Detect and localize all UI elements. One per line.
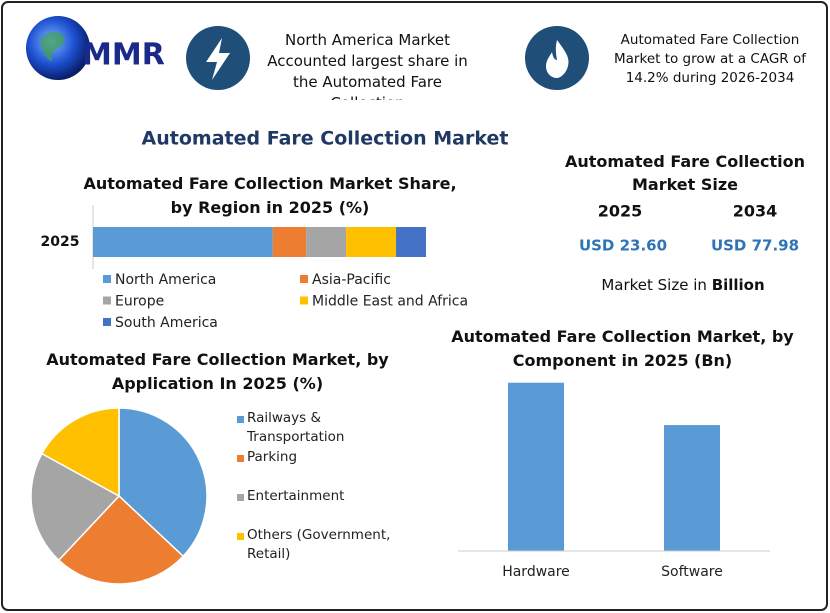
pie-slice [40, 407, 120, 498]
pie-slice [30, 452, 121, 562]
legend-label-box: Others (Government, Retail) [247, 527, 391, 562]
bar-segment [93, 227, 273, 257]
market-size-title: Automated Fare Collection Market Size [564, 152, 806, 194]
bar-segment [396, 227, 426, 257]
note-unit: Billion [712, 276, 765, 294]
bolt-glyph [206, 38, 230, 80]
highlight-box: Automated Fare Collection Market to grow… [614, 32, 806, 86]
chart-title: Automated Fare Collection Market, by App… [46, 350, 389, 393]
chart-title: Automated Fare Collection Market, by Com… [451, 327, 794, 370]
bar [664, 425, 720, 551]
pie-slice [57, 494, 185, 585]
note-text: Market Size in [601, 276, 707, 294]
market-value: USD 23.60 [579, 237, 667, 255]
legend-swatch [237, 416, 244, 423]
legend-swatch [103, 318, 111, 326]
legend-swatch [237, 455, 244, 462]
chart-title-box: Automated Fare Collection Market Share, … [83, 174, 457, 217]
legend-swatch [237, 494, 244, 501]
flame-glyph [546, 40, 569, 78]
legend-swatch [300, 296, 308, 305]
legend-swatch [300, 275, 308, 283]
legend-swatch [237, 533, 244, 540]
legend-label-box: Entertainment [247, 488, 345, 504]
bar [508, 382, 564, 551]
year: 2034 [733, 202, 778, 221]
highlight: Automated Fare Collection Market to grow… [614, 32, 806, 86]
category-label: 2025 [41, 234, 80, 250]
bar-segment [346, 227, 397, 257]
legend-swatch [103, 296, 111, 305]
highlight-box: North America Market Accounted largest s… [267, 31, 468, 100]
x-tick-label: Software [661, 564, 723, 580]
legend-label: Parking [247, 449, 298, 465]
highlight: North America Market Accounted largest s… [267, 31, 468, 100]
legend-label: Railways & Transportation [247, 410, 345, 445]
main-title: Automated Fare Collection Market [142, 128, 509, 150]
year: 2025 [598, 202, 643, 221]
logo-text: MMR [82, 38, 165, 73]
chart-title-box: Automated Fare Collection Market, by App… [46, 350, 389, 393]
chart-title-box: Automated Fare Collection Market, by Com… [451, 327, 794, 370]
legend-label: Entertainment [247, 488, 345, 504]
bar-segment [306, 227, 347, 257]
market-note: Market Size in Billion [601, 276, 764, 294]
legend-label: South America [115, 315, 218, 331]
market-value: USD 77.98 [711, 237, 799, 255]
legend-label: Others (Government, Retail) [247, 527, 391, 562]
legend-swatch [103, 275, 111, 283]
legend-label: North America [115, 272, 216, 288]
x-tick-label: Hardware [502, 564, 570, 580]
legend-label: Asia-Pacific [312, 272, 391, 288]
market-size-title-box: Automated Fare Collection Market Size [564, 152, 806, 194]
legend-label-box: Parking [247, 449, 298, 465]
legend-label-box: Railways & Transportation [247, 410, 345, 445]
pie-slice [118, 407, 208, 558]
chart-title: Automated Fare Collection Market Share, … [83, 174, 457, 217]
logo-land [40, 32, 65, 62]
legend-label: Middle East and Africa [312, 294, 468, 310]
bar-segment [272, 227, 307, 257]
legend-label: Europe [115, 294, 164, 310]
